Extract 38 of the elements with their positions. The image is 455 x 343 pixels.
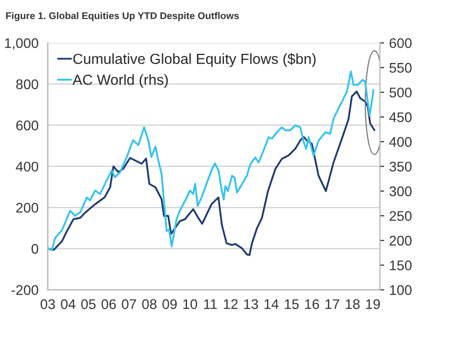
legend-label: AC World (rhs) (72, 74, 168, 88)
y2-tick-label: 350 (389, 162, 412, 172)
y-tick-label: 400 (16, 162, 38, 172)
chart-title: Figure 1. Global Equities Up YTD Despite Outflows (6, 12, 239, 22)
y2-tick-label: 250 (390, 211, 412, 221)
y2-tick-label: 100 (390, 285, 412, 296)
y-tick-label: 600 (16, 120, 38, 130)
x-tick-label: 05 (81, 299, 96, 310)
y-tick-label: 0 (32, 244, 38, 254)
x-tick-label: 07 (122, 299, 136, 310)
y2-tick-label: 600 (390, 38, 412, 48)
x-tick-label: 16 (305, 299, 319, 310)
x-tick-label: 10 (183, 299, 198, 310)
y2-tick-label: 450 (389, 112, 412, 122)
y2-tick-label: 200 (390, 236, 412, 246)
y2-tick-label: 550 (390, 62, 412, 73)
x-tick-label: 04 (60, 299, 76, 310)
x-tick-label: 09 (162, 299, 177, 310)
x-tick-label: 03 (40, 299, 55, 310)
x-tick-label: 18 (346, 299, 360, 310)
x-tick-label: 13 (244, 299, 258, 310)
y-tick-label: 800 (16, 79, 38, 90)
x-tick-label: 14 (264, 299, 279, 309)
x-tick-label: 19 (366, 299, 380, 310)
y-tick-label: -200 (12, 285, 38, 296)
x-tick-label: 15 (284, 299, 299, 310)
y-tick-label: 1,000 (5, 38, 38, 50)
y-tick-label: 200 (16, 202, 38, 213)
y2-tick-label: 500 (390, 88, 412, 98)
y2-tick-label: 300 (389, 186, 412, 196)
y2-tick-label: 400 (389, 136, 412, 147)
x-tick-label: 08 (142, 299, 156, 310)
y2-tick-label: 150 (390, 260, 412, 270)
x-tick-label: 11 (204, 299, 217, 309)
x-tick-label: 06 (102, 299, 116, 310)
x-tick-label: 12 (224, 299, 238, 309)
x-tick-label: 17 (326, 299, 340, 309)
legend-label: Cumulative Global Equity Flows ($bn) (73, 53, 316, 67)
